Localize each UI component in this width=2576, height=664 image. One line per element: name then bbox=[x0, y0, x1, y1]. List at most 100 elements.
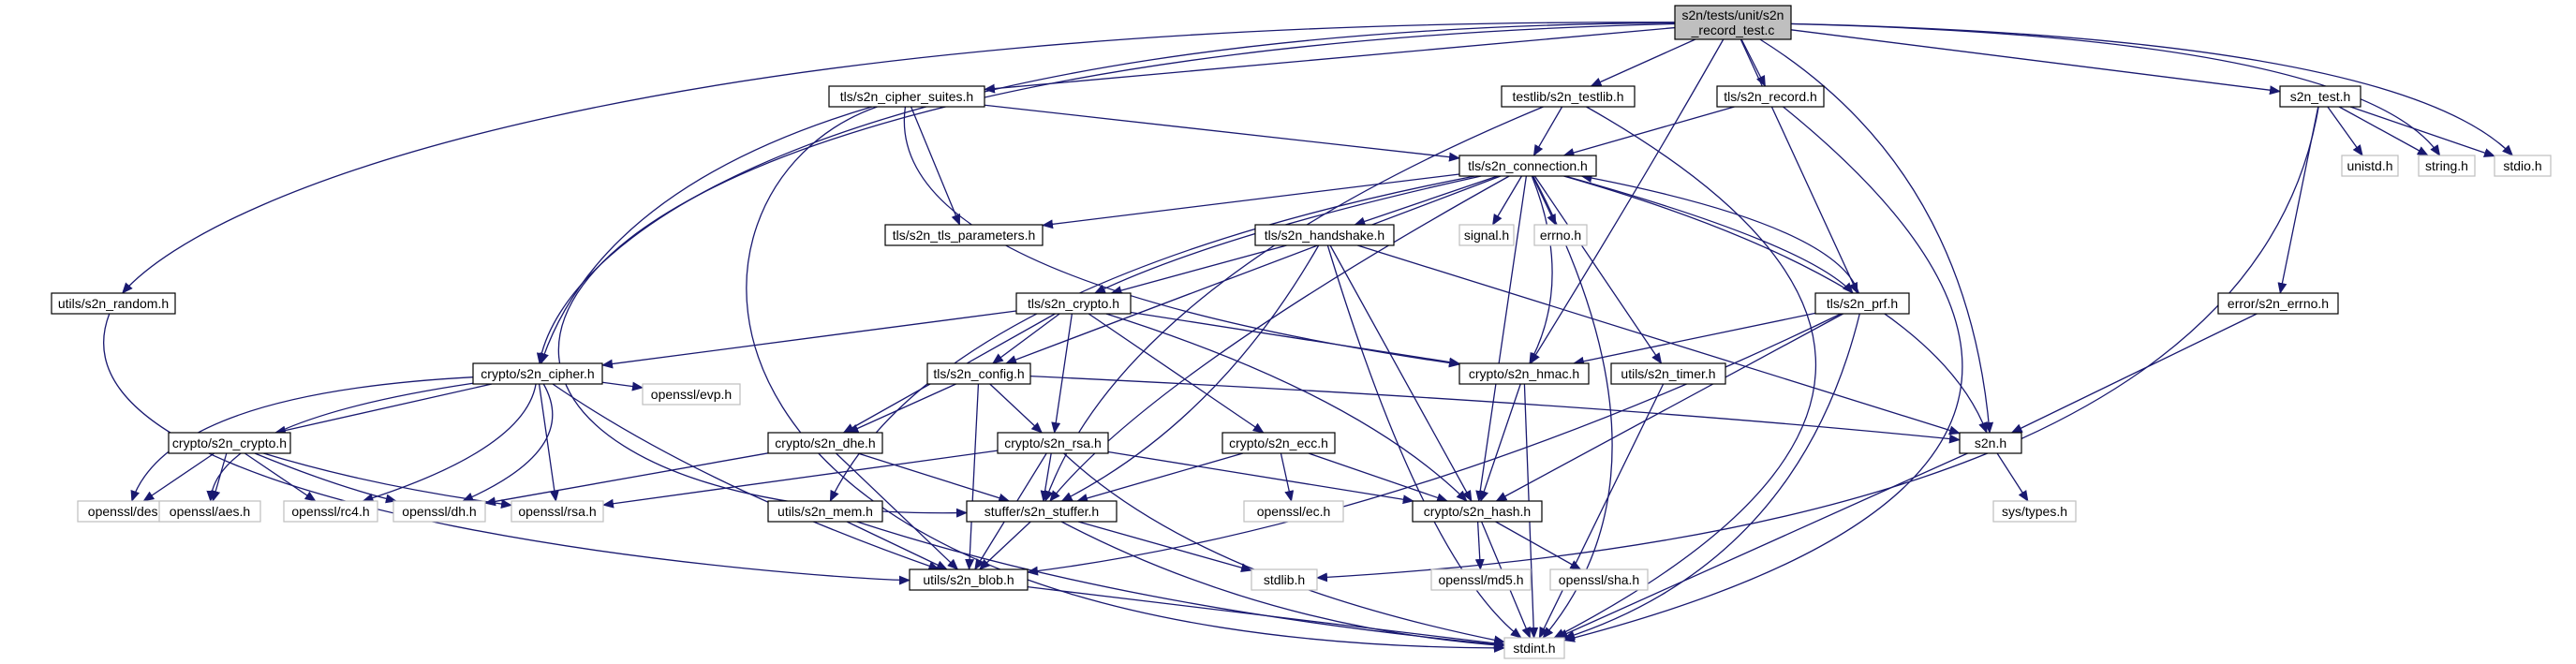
edge-stuffer-to-stdlib bbox=[1077, 521, 1252, 572]
edge-cipher-to-evp bbox=[601, 381, 644, 391]
edge-root-to-s2n_h bbox=[1759, 38, 1994, 434]
node-root[interactable]: s2n/tests/unit/s2n_record_test.c bbox=[1674, 5, 1792, 40]
node-box bbox=[1674, 5, 1792, 40]
node-cipher_suites[interactable]: tls/s2n_cipher_suites.h bbox=[828, 85, 985, 108]
edge-tls_crypto-to-config bbox=[992, 313, 1060, 364]
node-cipher[interactable]: crypto/s2n_cipher.h bbox=[472, 362, 603, 385]
node-mem[interactable]: utils/s2n_mem.h bbox=[767, 500, 883, 523]
node-label: openssl/evp.h bbox=[651, 387, 732, 402]
node-record[interactable]: tls/s2n_record.h bbox=[1716, 85, 1825, 108]
edge-testlib-to-stdint bbox=[1553, 106, 1816, 639]
node-label: crypto/s2n_cipher.h bbox=[481, 366, 594, 381]
node-md5: openssl/md5.h bbox=[1430, 568, 1532, 591]
node-s2n_test[interactable]: s2n_test.h bbox=[2279, 85, 2361, 108]
edge-rsa-to-stuffer bbox=[1040, 452, 1052, 502]
node-rsa[interactable]: crypto/s2n_rsa.h bbox=[997, 432, 1109, 454]
edge-connection-to-errno bbox=[1532, 175, 1557, 226]
edge-dhe-to-blob bbox=[836, 452, 959, 570]
node-blob[interactable]: utils/s2n_blob.h bbox=[909, 568, 1029, 591]
edge-hash-to-md5 bbox=[1474, 521, 1485, 570]
node-label: string.h bbox=[2425, 158, 2468, 173]
node-box bbox=[1503, 637, 1565, 659]
node-box bbox=[283, 500, 378, 523]
edges-layer bbox=[103, 22, 2514, 653]
edge-root-to-testlib bbox=[1590, 38, 1696, 87]
node-label: utils/s2n_timer.h bbox=[1621, 366, 1715, 381]
node-box bbox=[1814, 292, 1910, 315]
edge-cipher-to-aes bbox=[206, 382, 474, 502]
edge-random-to-blob bbox=[103, 313, 910, 585]
edge-cipher-to-des bbox=[130, 376, 474, 502]
edge-handshake-to-tls_crypto bbox=[1110, 244, 1287, 295]
node-label: crypto/s2n_hash.h bbox=[1424, 504, 1531, 519]
node-box bbox=[2418, 155, 2476, 177]
edge-root-to-prf bbox=[1740, 38, 1858, 294]
edge-prf-to-hmac bbox=[1572, 312, 1816, 366]
node-label: utils/s2n_blob.h bbox=[923, 572, 1014, 587]
node-crypto_crypto[interactable]: crypto/s2n_crypto.h bbox=[168, 432, 291, 454]
edge-tls_crypto-to-rsa bbox=[1051, 313, 1073, 434]
node-stuffer[interactable]: stuffer/s2n_stuffer.h bbox=[966, 500, 1118, 523]
node-label: tls/s2n_tls_parameters.h bbox=[893, 228, 1036, 243]
node-hash[interactable]: crypto/s2n_hash.h bbox=[1412, 500, 1543, 523]
edge-connection-to-s2n_h bbox=[1563, 175, 1988, 434]
node-label: s2n/tests/unit/s2n bbox=[1682, 7, 1784, 22]
edge-root-to-stuffer bbox=[557, 22, 1676, 518]
node-label: openssl/aes.h bbox=[170, 504, 250, 519]
edge-ecc-to-stuffer bbox=[1076, 452, 1244, 503]
node-signal: signal.h bbox=[1458, 224, 1515, 246]
edge-crypto_crypto-to-orsa bbox=[263, 452, 512, 509]
node-random[interactable]: utils/s2n_random.h bbox=[51, 292, 176, 315]
edge-tls_crypto-to-hash bbox=[1105, 313, 1468, 502]
edge-cipher-to-rc4 bbox=[362, 383, 537, 503]
edge-record-to-connection bbox=[1562, 106, 1735, 157]
edge-connection-to-handshake bbox=[1354, 175, 1498, 227]
node-hmac[interactable]: crypto/s2n_hmac.h bbox=[1458, 362, 1590, 385]
edge-connection-to-stuffer bbox=[1049, 175, 1510, 502]
edge-crypto_crypto-to-aes bbox=[211, 452, 228, 502]
node-prf[interactable]: tls/s2n_prf.h bbox=[1814, 292, 1910, 315]
node-label: stuffer/s2n_stuffer.h bbox=[985, 504, 1099, 519]
node-box bbox=[1412, 500, 1543, 523]
node-s2n_h[interactable]: s2n.h bbox=[1959, 432, 2022, 454]
node-label: crypto/s2n_dhe.h bbox=[775, 435, 875, 450]
edge-prf-to-blob bbox=[1027, 313, 1842, 576]
edge-cipher-to-dh bbox=[462, 383, 554, 502]
node-label: tls/s2n_cipher_suites.h bbox=[840, 89, 973, 104]
node-ecc[interactable]: crypto/s2n_ecc.h bbox=[1221, 432, 1336, 454]
edge-mem-to-blob bbox=[846, 521, 948, 570]
node-config[interactable]: tls/s2n_config.h bbox=[926, 362, 1031, 385]
node-timer[interactable]: utils/s2n_timer.h bbox=[1610, 362, 1726, 385]
node-box bbox=[1243, 500, 1344, 523]
node-label: stdint.h bbox=[1513, 641, 1555, 656]
node-ec: openssl/ec.h bbox=[1243, 500, 1344, 523]
node-testlib[interactable]: testlib/s2n_testlib.h bbox=[1501, 85, 1636, 108]
node-tls_crypto[interactable]: tls/s2n_crypto.h bbox=[1015, 292, 1132, 315]
edge-cipher_suites-to-hmac bbox=[903, 106, 1460, 368]
node-label: openssl/md5.h bbox=[1438, 572, 1523, 587]
node-box bbox=[1992, 500, 2077, 523]
node-label: s2n_test.h bbox=[2290, 89, 2351, 104]
node-label: crypto/s2n_rsa.h bbox=[1004, 435, 1102, 450]
node-label: _record_test.c bbox=[1691, 22, 1775, 37]
node-label: openssl/dh.h bbox=[402, 504, 476, 519]
edge-s2n_h-to-systypes bbox=[1996, 452, 2029, 502]
node-box bbox=[909, 568, 1029, 591]
edge-s2n_test-to-string bbox=[2338, 106, 2429, 156]
edge-root-to-cipher bbox=[536, 22, 1676, 364]
node-box bbox=[392, 500, 486, 523]
edge-config-to-s2n_h bbox=[1029, 375, 1961, 444]
node-dhe[interactable]: crypto/s2n_dhe.h bbox=[767, 432, 883, 454]
node-tls_params[interactable]: tls/s2n_tls_parameters.h bbox=[884, 224, 1044, 246]
node-connection[interactable]: tls/s2n_connection.h bbox=[1458, 155, 1597, 177]
edge-dhe-to-dh bbox=[484, 452, 769, 507]
edge-root-to-string bbox=[1790, 22, 2441, 156]
edge-crypto_crypto-to-des bbox=[142, 452, 215, 502]
node-rc4: openssl/rc4.h bbox=[283, 500, 378, 523]
edge-hmac-to-hash bbox=[1479, 383, 1521, 502]
node-box bbox=[1501, 85, 1636, 108]
node-box bbox=[1430, 568, 1532, 591]
node-error[interactable]: error/s2n_errno.h bbox=[2217, 292, 2339, 315]
edge-s2n_test-to-stdio bbox=[2349, 106, 2495, 157]
node-handshake[interactable]: tls/s2n_handshake.h bbox=[1254, 224, 1395, 246]
